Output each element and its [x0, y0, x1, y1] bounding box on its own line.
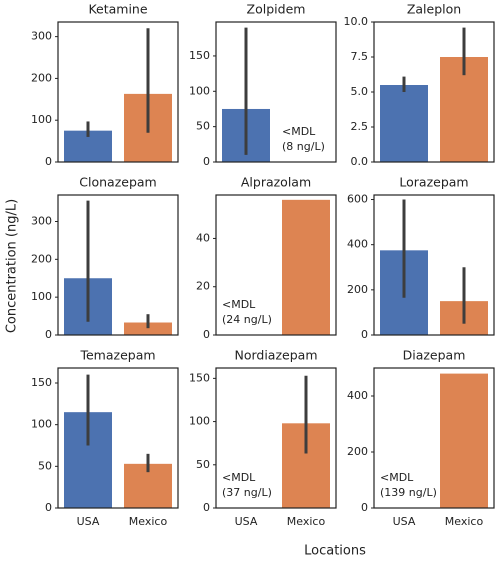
annotation: <MDL — [222, 298, 256, 311]
panel-title: Lorazepam — [399, 175, 468, 190]
y-axis-label: Concentration (ng/L) — [5, 199, 20, 333]
y-tick-label: 400 — [347, 389, 368, 402]
panel-frame — [215, 367, 337, 509]
panel-title: Nordiazepam — [234, 348, 317, 363]
annotation: <MDL — [380, 471, 414, 484]
y-tick-label: 150 — [31, 376, 52, 389]
panel-title: Zaleplon — [407, 2, 461, 17]
y-tick-label: 40 — [196, 231, 210, 244]
panel-title: Ketamine — [88, 2, 147, 17]
y-tick-label: 200 — [31, 252, 52, 265]
bar — [124, 322, 172, 335]
annotation: (37 ng/L) — [222, 486, 272, 499]
panel-frame — [215, 194, 337, 336]
y-tick-label: 10.0 — [344, 15, 369, 28]
y-tick-label: 0 — [203, 501, 210, 514]
y-tick-label: 50 — [196, 458, 210, 471]
x-tick-label: USA — [235, 515, 258, 528]
y-tick-label: 2.5 — [351, 120, 369, 133]
y-tick-label: 200 — [347, 283, 368, 296]
y-tick-label: 0 — [361, 501, 368, 514]
panel-frame — [373, 21, 495, 163]
panel-frame — [57, 21, 179, 163]
y-tick-label: 7.5 — [351, 50, 369, 63]
x-axis-label: Locations — [304, 544, 366, 559]
annotation: (139 ng/L) — [380, 486, 437, 499]
x-tick-label: USA — [77, 515, 100, 528]
annotation: <MDL — [282, 125, 316, 138]
y-tick-label: 50 — [196, 120, 210, 133]
bar — [440, 373, 488, 508]
panel-frame — [373, 194, 495, 336]
panel-frame — [373, 367, 495, 509]
y-tick-label: 50 — [38, 459, 52, 472]
y-tick-label: 100 — [31, 113, 52, 126]
y-tick-label: 20 — [196, 280, 210, 293]
y-tick-label: 0 — [203, 328, 210, 341]
bar — [282, 199, 330, 335]
y-tick-label: 100 — [189, 84, 210, 97]
y-tick-label: 200 — [31, 71, 52, 84]
y-tick-label: 0 — [45, 501, 52, 514]
y-tick-label: 100 — [189, 415, 210, 428]
bar — [380, 85, 428, 162]
y-tick-label: 0 — [45, 328, 52, 341]
annotation: (24 ng/L) — [222, 313, 272, 326]
y-tick-label: 150 — [189, 49, 210, 62]
panel-title: Clonazepam — [79, 175, 156, 190]
panel-frame — [215, 21, 337, 163]
x-tick-label: USA — [393, 515, 416, 528]
panel-title: Temazepam — [79, 348, 155, 363]
panel-frame — [57, 367, 179, 509]
panel-title: Alprazolam — [241, 175, 311, 190]
x-tick-label: Mexico — [445, 515, 484, 528]
y-tick-label: 300 — [31, 214, 52, 227]
y-tick-label: 300 — [31, 30, 52, 43]
y-tick-label: 100 — [31, 290, 52, 303]
y-tick-label: 5.0 — [351, 85, 369, 98]
y-tick-label: 0 — [361, 328, 368, 341]
panel-frame — [57, 194, 179, 336]
annotation: (8 ng/L) — [282, 140, 325, 153]
y-tick-label: 400 — [347, 238, 368, 251]
panel-title: Zolpidem — [247, 2, 306, 17]
panel-title: Diazepam — [403, 348, 466, 363]
y-tick-label: 0 — [203, 155, 210, 168]
annotation: <MDL — [222, 471, 256, 484]
y-tick-label: 200 — [347, 445, 368, 458]
y-tick-label: 150 — [189, 371, 210, 384]
x-tick-label: Mexico — [129, 515, 168, 528]
y-tick-label: 600 — [347, 193, 368, 206]
x-tick-label: Mexico — [287, 515, 326, 528]
y-tick-label: 0.0 — [351, 155, 369, 168]
y-tick-label: 0 — [45, 155, 52, 168]
y-tick-label: 100 — [31, 418, 52, 431]
